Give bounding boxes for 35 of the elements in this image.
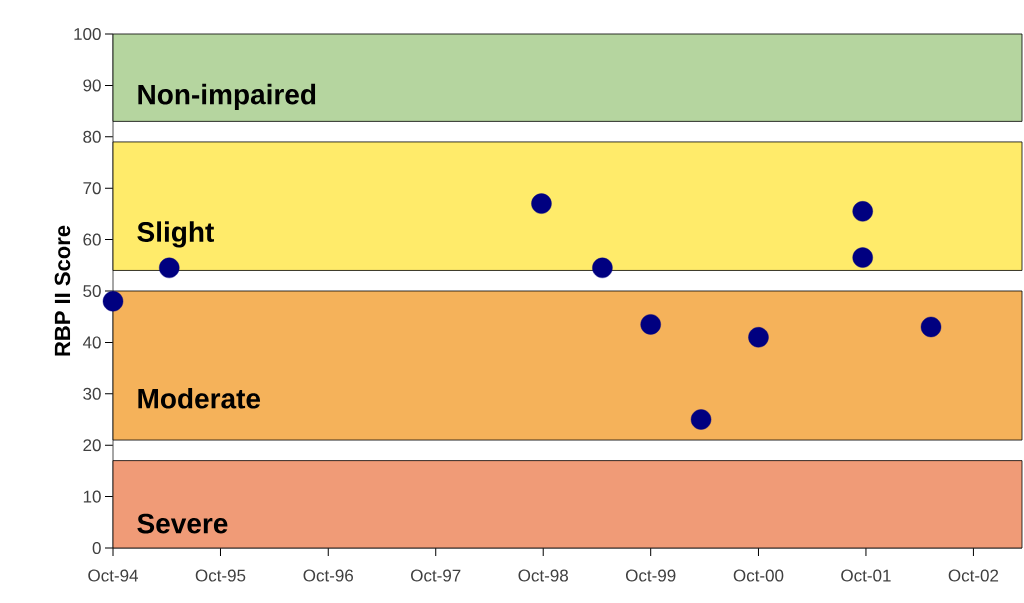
y-tick-label: 50 [83,284,101,298]
x-tick-label: Oct-02 [948,569,999,582]
point [102,291,124,312]
point [852,201,873,222]
point [852,247,873,268]
y-tick-label: 100 [74,27,101,41]
y-tick-label: 40 [82,336,101,349]
y-tick-label: 30 [83,387,101,400]
point [690,409,712,430]
y-tick-label: 80 [83,130,101,143]
x-tick-label: Oct-97 [411,569,461,582]
x-tick-label: Oct-96 [303,569,354,582]
y-axis-title: RBP II Score [54,225,71,356]
point [640,314,661,335]
y-tick-label: 90 [83,79,101,92]
point [748,327,769,348]
band-label: Moderate [138,388,261,409]
point [920,316,942,338]
x-tick-label: Oct-95 [195,569,246,582]
point [159,257,180,279]
x-tick-label: Oct-01 [841,569,891,582]
y-tick-label: 70 [83,182,101,195]
point [592,257,613,279]
band-label: Non-impaired [138,83,316,110]
band-label: Slight [137,221,214,248]
x-tick-label: Oct-00 [733,569,784,582]
x-tick-label: Oct-99 [625,569,676,582]
point [531,193,552,214]
x-tick-label: Oct-94 [88,569,139,582]
y-tick-label: 10 [83,490,101,503]
y-tick-label: 60 [83,233,101,246]
y-tick-label: 0 [92,541,101,555]
band-label: Severe [137,513,228,534]
y-tick-label: 20 [83,439,101,452]
x-tick-label: Oct-98 [518,569,568,582]
